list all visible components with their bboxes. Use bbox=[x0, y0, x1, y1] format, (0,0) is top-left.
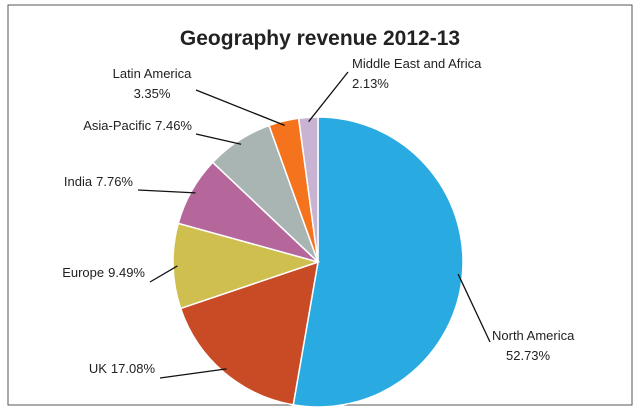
slice-name: Europe bbox=[62, 265, 104, 280]
slice-value: 7.46% bbox=[155, 118, 192, 133]
pie bbox=[172, 116, 464, 408]
pie-slice bbox=[172, 222, 321, 310]
slice-name: North America bbox=[492, 328, 575, 343]
leader-line bbox=[457, 273, 491, 343]
slice-value: 52.73% bbox=[506, 348, 551, 363]
labels: North America 52.73% UK 17.08% Europe 9.49% In… bbox=[62, 56, 575, 379]
slice-name: Asia-Pacific bbox=[83, 118, 151, 133]
slice-label: North America 52.73% bbox=[492, 328, 575, 363]
pie-slice bbox=[179, 260, 319, 406]
pie-slice bbox=[292, 116, 464, 408]
slice-value: 3.35% bbox=[134, 86, 171, 101]
leader-line bbox=[308, 71, 349, 123]
slice-value: 17.08% bbox=[111, 361, 156, 376]
slice-label: Europe 9.49% bbox=[62, 265, 145, 280]
leader-line bbox=[159, 368, 227, 379]
slice-value: 2.13% bbox=[352, 76, 389, 91]
leader-line bbox=[137, 189, 196, 194]
slice-label: India 7.76% bbox=[64, 174, 134, 189]
slice-label: UK 17.08% bbox=[89, 361, 156, 376]
slice-name: India bbox=[64, 174, 93, 189]
pie-slice bbox=[297, 116, 319, 263]
leader-line bbox=[195, 89, 285, 126]
slice-label: Asia-Pacific 7.46% bbox=[83, 118, 192, 133]
slice-name: Latin America bbox=[113, 66, 193, 81]
leader-line bbox=[149, 265, 178, 283]
leader-line bbox=[195, 133, 242, 145]
slice-value: 9.49% bbox=[108, 265, 145, 280]
chart-title: Geography revenue 2012-13 bbox=[180, 27, 460, 50]
slice-value: 7.76% bbox=[96, 174, 133, 189]
slice-name: UK bbox=[89, 361, 107, 376]
slice-label: Middle East and Africa 2.13% bbox=[352, 56, 482, 91]
slice-label: Latin America 3.35% bbox=[113, 66, 193, 101]
slice-name: Middle East and Africa bbox=[352, 56, 482, 71]
